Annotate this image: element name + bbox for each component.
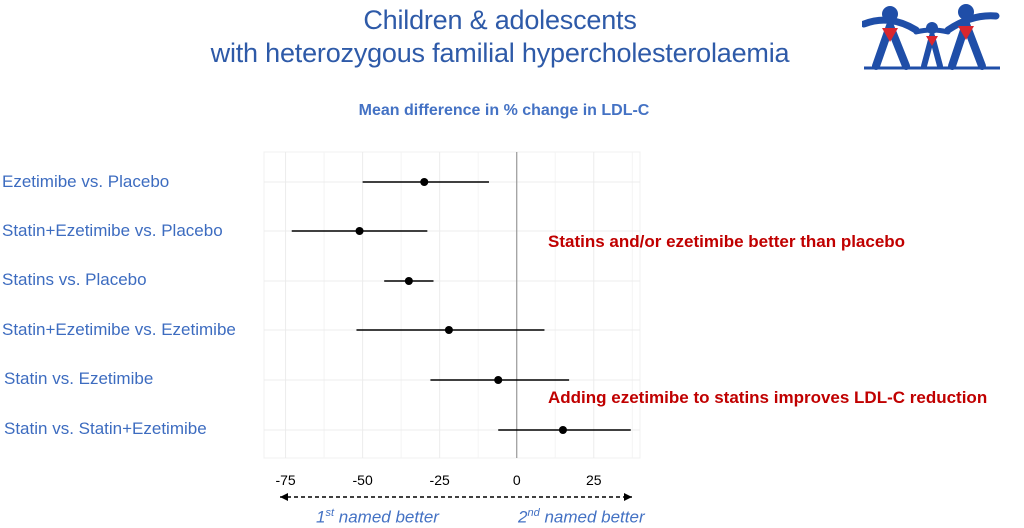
x-tick-label: -25 bbox=[430, 472, 450, 488]
second-number: 2 bbox=[518, 507, 528, 527]
comparison-label: Statin+Ezetimibe vs. Ezetimibe bbox=[2, 320, 236, 339]
comparison-label: Statin+Ezetimibe vs. Placebo bbox=[2, 221, 223, 240]
plot-area bbox=[263, 151, 641, 459]
tick-layer: -75 -50 -25 0 25 bbox=[275, 472, 601, 488]
family-logo-icon bbox=[860, 2, 1002, 79]
title-line-1: Children & adolescents bbox=[363, 5, 637, 35]
title-line-2: with heterozygous familial hypercholeste… bbox=[210, 38, 790, 68]
comparison-label: Ezetimibe vs. Placebo bbox=[2, 172, 170, 191]
first-number: 1 bbox=[316, 507, 326, 527]
comparison-label: Statin vs. Statin+Ezetimibe bbox=[4, 419, 207, 438]
second-suffix: nd bbox=[527, 507, 540, 519]
estimate-point bbox=[355, 227, 364, 235]
annotation-adding-ezetimibe: Adding ezetimibe to statins improves LDL… bbox=[548, 388, 988, 407]
x-tick-label: 25 bbox=[586, 472, 602, 488]
chart-title: Mean difference in % change in LDL-C bbox=[358, 102, 650, 119]
second-named-text: named better bbox=[539, 507, 645, 527]
annotation-placebo: Statins and/or ezetimibe better than pla… bbox=[548, 232, 906, 251]
first-named-text: named better bbox=[334, 507, 439, 527]
direction-arrow bbox=[280, 493, 632, 501]
x-tick-label: -75 bbox=[275, 472, 295, 488]
grid-layer bbox=[263, 151, 641, 459]
x-tick-label: -50 bbox=[353, 472, 373, 488]
point-layer bbox=[355, 178, 567, 434]
comparison-label: Statin vs. Ezetimibe bbox=[4, 369, 154, 388]
first-named-better: 1st named better bbox=[316, 507, 439, 528]
estimate-point bbox=[404, 277, 413, 285]
estimate-point bbox=[558, 426, 567, 434]
estimate-point bbox=[494, 376, 503, 384]
first-suffix: st bbox=[325, 507, 335, 519]
second-named-better: 2nd named better bbox=[518, 507, 645, 528]
estimate-point bbox=[444, 326, 453, 334]
page-title: Children & adolescents with heterozygous… bbox=[160, 4, 840, 70]
comparison-label: Statins vs. Placebo bbox=[2, 270, 147, 289]
x-tick-label: 0 bbox=[513, 472, 521, 488]
estimate-point bbox=[420, 178, 429, 186]
